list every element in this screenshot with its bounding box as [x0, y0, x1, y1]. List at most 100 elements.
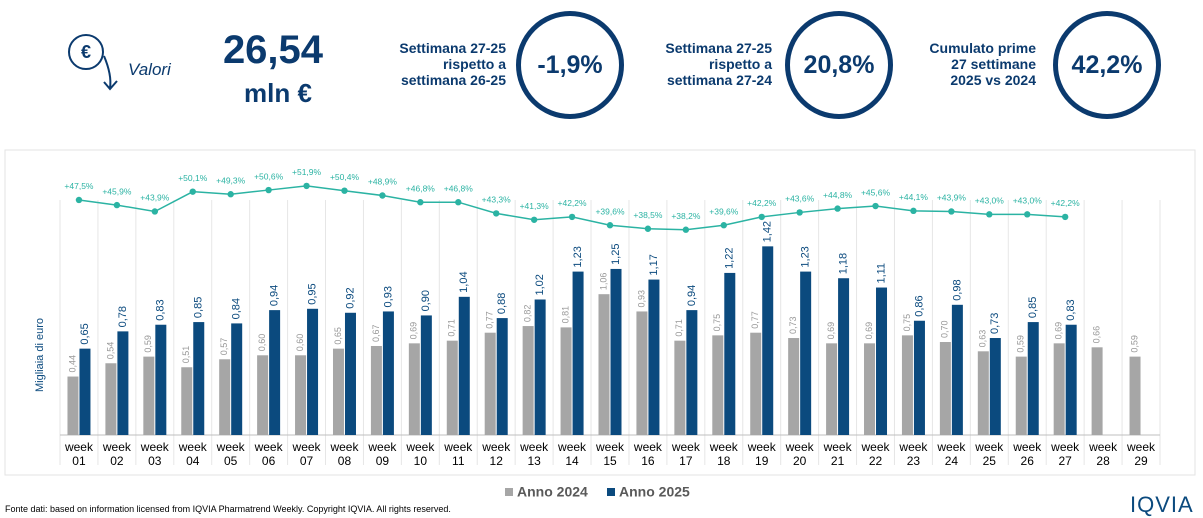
bar — [598, 294, 610, 435]
bar-label: 0,65 — [333, 327, 343, 345]
x-tick-label: week 20 — [785, 440, 814, 468]
line-point — [606, 222, 614, 229]
line-point — [682, 226, 690, 233]
x-tick-label: week 03 — [140, 440, 169, 468]
line-label: +43,6% — [785, 194, 815, 204]
x-tick-label: week 15 — [595, 440, 624, 468]
bar-label: 0,77 — [485, 311, 495, 329]
bar — [344, 312, 356, 435]
line-label: +46,8% — [406, 183, 436, 193]
line-point — [986, 211, 993, 218]
bar-label: 0,69 — [409, 322, 419, 340]
bar-label: 0,77 — [750, 311, 760, 329]
bar-label: 0,54 — [105, 342, 115, 360]
x-tick-label: week 17 — [671, 440, 700, 468]
x-tick-label: week 29 — [1127, 440, 1156, 468]
bar — [79, 348, 91, 435]
kpi-value: 20,8% — [785, 11, 893, 119]
bar-label: 0,94 — [269, 285, 281, 306]
bar — [572, 271, 584, 435]
bar — [1129, 356, 1141, 435]
bar-label: 0,65 — [79, 323, 91, 344]
line-label: +43,3% — [482, 195, 512, 205]
bar — [674, 340, 686, 435]
bar-label: 0,88 — [496, 293, 508, 314]
bar-label: 0,60 — [257, 334, 267, 352]
line-label: +38,5% — [633, 210, 663, 220]
line-label: +46,8% — [444, 183, 474, 193]
x-tick-label: week 16 — [633, 440, 662, 468]
bar — [951, 304, 963, 435]
line-label: +48,9% — [368, 177, 398, 187]
bar-label: 0,85 — [1027, 297, 1039, 318]
bar — [939, 342, 951, 435]
bar-label: 1,42 — [762, 221, 774, 242]
line-label: +39,6% — [595, 206, 625, 216]
bar — [534, 299, 546, 435]
line-point — [455, 199, 462, 206]
x-tick-label: week 23 — [899, 440, 928, 468]
bar — [712, 335, 724, 435]
bar — [143, 356, 155, 435]
x-tick-label: week 27 — [1051, 440, 1080, 468]
bar — [636, 311, 648, 435]
legend-swatch — [607, 488, 615, 496]
line-label: +45,6% — [861, 187, 891, 197]
x-tick-label: week 07 — [292, 440, 321, 468]
bar-label: 0,84 — [231, 298, 243, 319]
line-label: +44,1% — [899, 192, 929, 202]
bar — [370, 345, 382, 435]
bar-label: 0,73 — [989, 313, 1001, 334]
bar — [724, 272, 736, 435]
line-label: +43,9% — [140, 193, 170, 203]
kpi-value: 42,2% — [1053, 11, 1161, 119]
bar — [788, 338, 800, 435]
x-tick-label: week 11 — [444, 440, 473, 468]
bar-label: 1,23 — [572, 246, 584, 267]
line-point — [644, 225, 652, 232]
bar-label: 0,60 — [295, 334, 305, 352]
kpi-label: Cumulato prime 27 settimane 2025 vs 2024 — [929, 40, 1036, 88]
legend-swatch — [505, 488, 513, 496]
bar — [117, 331, 129, 435]
x-tick-label: week 18 — [709, 440, 738, 468]
line-point — [1061, 213, 1069, 221]
bar-label: 0,85 — [193, 297, 205, 318]
bar — [67, 376, 79, 435]
line-point — [568, 213, 576, 221]
line-point — [151, 208, 159, 215]
source: Fonte dati: based on information license… — [5, 504, 451, 514]
total: 26,54 — [222, 28, 324, 72]
bar-label: 0,51 — [181, 346, 191, 364]
bar-label: 0,90 — [420, 290, 432, 311]
bar — [876, 287, 888, 435]
line-label: +47,5% — [64, 181, 94, 191]
line-label: +49,3% — [216, 175, 246, 185]
line-point — [758, 213, 765, 221]
bar-label: 0,66 — [1091, 326, 1101, 344]
total-unit: mln € — [244, 78, 312, 108]
line-point — [872, 202, 879, 210]
bar — [193, 322, 205, 435]
bar — [762, 246, 774, 435]
x-tick-label: week 12 — [482, 440, 511, 468]
x-tick-label: week 10 — [406, 440, 435, 468]
bar — [1027, 322, 1039, 435]
bar — [977, 351, 989, 435]
line-label: +42,2% — [558, 198, 588, 208]
bar — [750, 332, 762, 435]
bar-label: 0,71 — [447, 319, 457, 337]
bar-label: 1,18 — [837, 253, 849, 274]
line-point — [530, 216, 538, 223]
bar-label: 0,95 — [306, 283, 318, 304]
bar-label: 0,82 — [523, 305, 533, 323]
bar — [522, 326, 534, 435]
legend-label: Anno 2024 — [517, 484, 588, 500]
line-point — [113, 201, 121, 209]
line-point — [227, 191, 234, 198]
x-tick-label: week 19 — [747, 440, 776, 468]
bar-label: 0,70 — [940, 320, 950, 338]
bar — [105, 363, 117, 435]
